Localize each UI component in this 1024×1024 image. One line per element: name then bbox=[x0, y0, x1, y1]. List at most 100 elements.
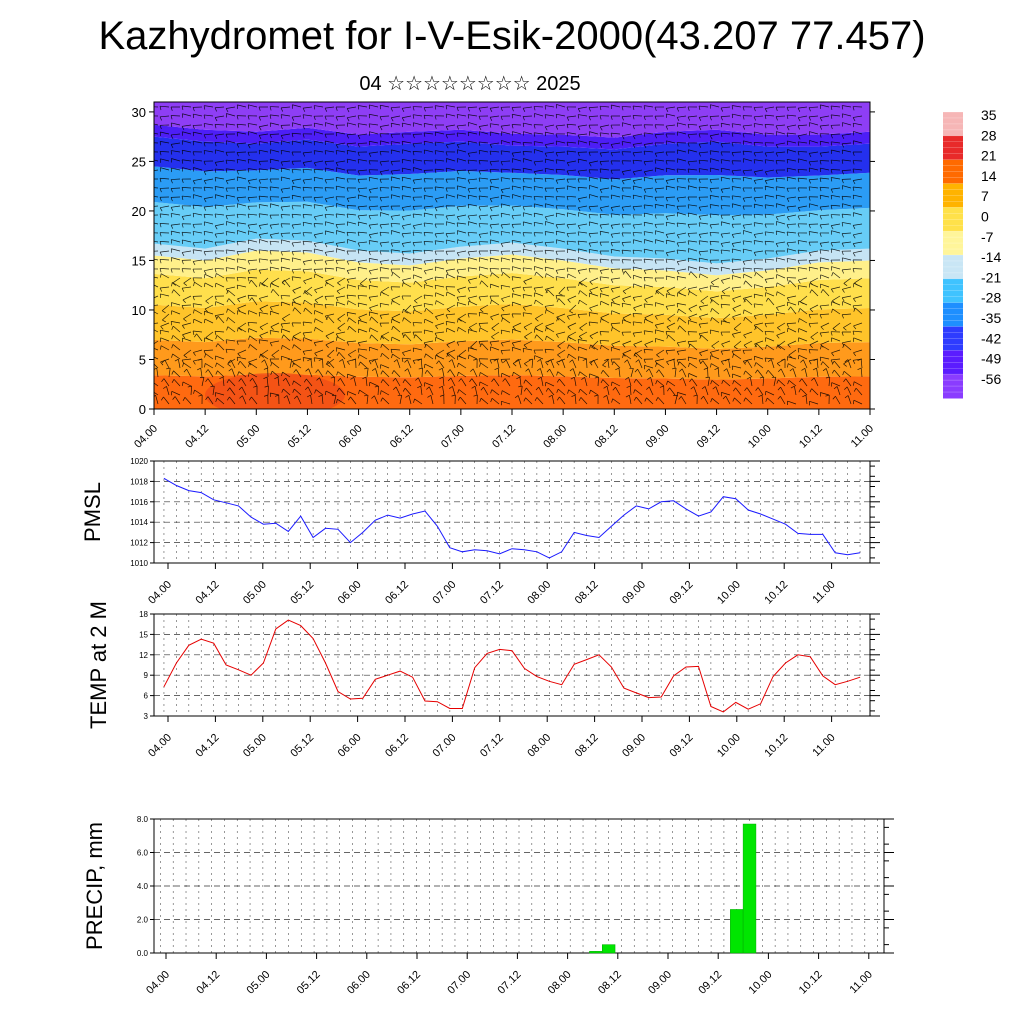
xs-ytick-label: 10 bbox=[132, 303, 146, 318]
ytick-label: 4.0 bbox=[137, 882, 149, 891]
band-cold-4 bbox=[154, 136, 870, 180]
xtick-label: 09.00 bbox=[620, 579, 648, 607]
colorbar-label: 0 bbox=[981, 209, 989, 225]
precip-bar bbox=[742, 823, 757, 954]
ytick-label: 2.0 bbox=[137, 916, 149, 925]
panel-frame bbox=[153, 613, 871, 717]
colorbar-label: -42 bbox=[981, 330, 1001, 346]
cross-section-field bbox=[154, 102, 870, 409]
xtick-label: 08.00 bbox=[525, 579, 553, 607]
colorbar-label: -35 bbox=[981, 310, 1001, 326]
colorbar-swatch bbox=[943, 112, 963, 137]
xtick-label: 06.12 bbox=[383, 579, 411, 607]
ytick-label: 6.0 bbox=[137, 849, 149, 858]
panel-frame bbox=[153, 460, 871, 564]
xs-xtick-label: 07.12 bbox=[490, 423, 518, 451]
xtick-label: 07.12 bbox=[496, 969, 524, 997]
band-warm-3 bbox=[154, 301, 870, 349]
xtick-label: 05.12 bbox=[288, 579, 316, 607]
xs-xtick-label: 10.12 bbox=[797, 423, 825, 451]
ytick-label: 1018 bbox=[130, 477, 148, 486]
xs-ytick-label: 25 bbox=[132, 154, 146, 169]
xs-xtick-label: 05.12 bbox=[286, 423, 314, 451]
xtick-label: 10.00 bbox=[715, 579, 743, 607]
xtick-label: 09.12 bbox=[668, 579, 696, 607]
colorbar-label: -56 bbox=[981, 371, 1001, 387]
colorbar-swatch bbox=[943, 183, 963, 208]
band-cold-5 bbox=[154, 124, 870, 150]
xtick-label: 05.00 bbox=[245, 969, 273, 997]
xs-xtick-label: 11.00 bbox=[849, 423, 876, 450]
xtick-label: 05.12 bbox=[295, 969, 323, 997]
xtick-label: 07.12 bbox=[478, 579, 506, 607]
xs-ytick-label: 5 bbox=[139, 352, 146, 367]
xtick-label: 07.00 bbox=[445, 969, 473, 997]
colorbar-label: 14 bbox=[981, 168, 997, 184]
xs-xtick-label: 09.00 bbox=[644, 423, 672, 451]
xtick-label: 05.12 bbox=[288, 732, 316, 760]
pmsl-panel: 1010 1012 1014 1016 1018 1020 PMSL 04.00 04.12 05… bbox=[80, 457, 880, 607]
xtick-label: 07.00 bbox=[431, 579, 459, 607]
xtick-label: 06.12 bbox=[383, 732, 411, 760]
colorbar-swatch bbox=[943, 255, 963, 280]
xtick-label: 10.12 bbox=[797, 969, 825, 997]
precip-bar bbox=[730, 909, 744, 954]
xtick-label: 09.00 bbox=[646, 969, 674, 997]
xtick-label: 06.12 bbox=[395, 969, 423, 997]
colorbar-swatch bbox=[943, 159, 963, 184]
xs-xtick-label: 04.12 bbox=[183, 423, 211, 451]
xtick-label: 08.00 bbox=[546, 969, 574, 997]
colorbar-swatch bbox=[943, 302, 963, 327]
colorbar-swatch bbox=[943, 278, 963, 304]
xs-xtick-label: 07.00 bbox=[439, 423, 467, 451]
xs-xtick-label: 06.12 bbox=[388, 423, 416, 451]
xtick-label: 04.12 bbox=[194, 732, 222, 760]
colorbar-swatch bbox=[943, 207, 963, 232]
xtick-label: 04.00 bbox=[146, 579, 174, 607]
xtick-label: 10.00 bbox=[747, 969, 775, 997]
warm-spot bbox=[205, 373, 345, 409]
ytick-label: 18 bbox=[139, 610, 148, 619]
xtick-label: 10.12 bbox=[762, 732, 790, 760]
colorbar-swatch bbox=[943, 135, 963, 161]
colorbar-swatch bbox=[943, 326, 963, 351]
xtick-label: 11.00 bbox=[848, 969, 875, 996]
xtick-label: 04.12 bbox=[194, 579, 222, 607]
xtick-label: 07.00 bbox=[431, 732, 459, 760]
colorbar-label: -7 bbox=[981, 229, 994, 245]
colorbar-label: -21 bbox=[981, 269, 1001, 285]
precip-bar bbox=[601, 944, 616, 954]
xtick-label: 11.00 bbox=[810, 579, 837, 606]
colorbar-swatch bbox=[943, 231, 963, 256]
xs-xtick-label: 09.12 bbox=[695, 423, 723, 451]
band-warm-2 bbox=[154, 337, 870, 380]
xtick-label: 04.12 bbox=[194, 969, 222, 997]
colorbar-label: -49 bbox=[981, 351, 1001, 367]
colorbar-label: 28 bbox=[981, 127, 997, 143]
precip-bar bbox=[589, 951, 603, 954]
panel-ylabel: PMSL bbox=[80, 482, 105, 542]
xs-xtick-label: 10.00 bbox=[746, 423, 774, 451]
xtick-label: 04.00 bbox=[146, 732, 174, 760]
xs-xtick-label: 04.00 bbox=[132, 423, 160, 451]
xtick-label: 06.00 bbox=[336, 579, 364, 607]
colorbar: 35 28 21 14 7 0 -7 -14 -21 -28 -35 -42 -49 -56 bbox=[943, 107, 1001, 399]
ytick-label: 0.0 bbox=[137, 949, 149, 958]
xtick-label: 05.00 bbox=[241, 579, 269, 607]
xtick-label: 11.00 bbox=[810, 732, 837, 759]
xtick-label: 05.00 bbox=[241, 732, 269, 760]
ytick-label: 1020 bbox=[130, 457, 148, 466]
ytick-label: 3 bbox=[144, 712, 149, 721]
xs-ytick-label: 20 bbox=[132, 204, 146, 219]
xs-ytick-label: 0 bbox=[139, 402, 146, 417]
xtick-label: 06.00 bbox=[345, 969, 373, 997]
xtick-label: 10.00 bbox=[715, 732, 743, 760]
series-line bbox=[163, 477, 861, 559]
xtick-label: 08.12 bbox=[596, 969, 624, 997]
band-warm-5 bbox=[154, 250, 870, 292]
xtick-label: 07.12 bbox=[478, 732, 506, 760]
colorbar-swatch bbox=[943, 374, 963, 399]
ytick-label: 1016 bbox=[130, 498, 148, 507]
cross-section-panel: 0 5 10 15 20 25 30 04.00 04.12 05.00 05.12 06.00 06.… bbox=[132, 101, 876, 451]
